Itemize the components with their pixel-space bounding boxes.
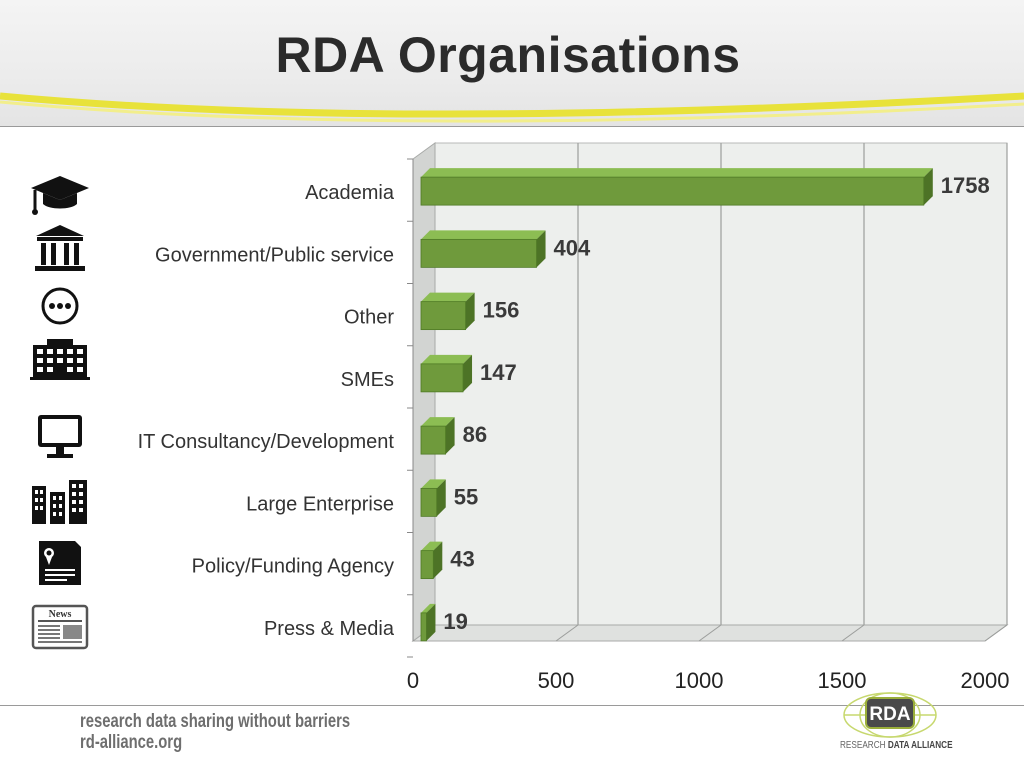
bar-side-face	[536, 230, 546, 268]
bar-top-face	[421, 292, 475, 302]
x-tick-label: 2000	[961, 668, 1010, 693]
bar-top-face	[421, 354, 473, 364]
y-tick-label: Large Enterprise	[246, 493, 394, 515]
office-building-icon	[27, 333, 93, 385]
bar	[420, 176, 925, 206]
bar-side-face	[463, 354, 473, 392]
bar	[420, 425, 446, 455]
bar-top-face	[421, 603, 436, 613]
bar-side-face	[923, 168, 933, 206]
y-tick-label: Policy/Funding Agency	[192, 556, 394, 578]
page-title: RDA Organisations	[275, 27, 741, 83]
bar	[420, 238, 537, 268]
footer-url[interactable]: rd-alliance.org	[80, 732, 183, 753]
header-band	[0, 0, 1024, 126]
x-tick-label: 1500	[818, 668, 867, 693]
y-tick-label: SMEs	[341, 369, 394, 391]
bar	[420, 612, 427, 642]
data-label: 1758	[941, 173, 990, 198]
logo-subtitle: RESEARCH DATA ALLIANCE	[840, 740, 953, 751]
y-tick-label: Press & Media	[264, 618, 395, 640]
logo-text: RDA	[869, 704, 910, 725]
floor-gridline	[698, 624, 722, 642]
bar-side-face	[436, 479, 446, 517]
certificate-document-icon	[27, 537, 93, 589]
data-label: 147	[480, 360, 517, 385]
bar-side-face	[445, 417, 455, 455]
svg-text:News: News	[49, 609, 72, 620]
bar-top-face	[421, 230, 546, 240]
bar	[420, 550, 434, 580]
bar-side-face	[465, 292, 475, 330]
graduation-cap-icon	[27, 170, 93, 222]
more-options-icon	[27, 280, 93, 332]
y-tick-label: Academia	[305, 182, 395, 204]
bar-side-face	[426, 603, 436, 641]
bar-top-face	[421, 541, 443, 551]
data-label: 43	[450, 547, 474, 572]
bar	[420, 363, 464, 393]
newspaper-icon: News	[27, 600, 93, 652]
y-tick-label: IT Consultancy/Development	[138, 431, 395, 453]
bar-top-face	[421, 168, 933, 178]
footer-tagline: research data sharing without barriers	[80, 711, 351, 732]
data-label: 404	[554, 235, 591, 260]
bar-chart: Academia 1758 Government/Public service 404…	[138, 142, 1010, 693]
x-tick-label: 0	[407, 668, 419, 693]
content-top-divider	[0, 126, 1024, 127]
data-label: 156	[483, 298, 520, 323]
bar-side-face	[433, 541, 443, 579]
floor-gridline	[555, 624, 579, 642]
y-tick-label: Other	[344, 307, 394, 329]
city-buildings-icon	[27, 476, 93, 528]
rda-logo: RDA	[838, 689, 942, 755]
yellow-swoosh-decoration	[0, 92, 1024, 123]
content-bottom-divider	[0, 705, 1024, 706]
floor-gridline	[841, 624, 865, 642]
floor-gridline	[984, 624, 1008, 642]
x-tick-label: 500	[538, 668, 575, 693]
government-building-icon	[27, 223, 93, 275]
bar	[420, 487, 438, 517]
bar	[420, 301, 467, 331]
data-label: 55	[454, 484, 478, 509]
bar-top-face	[421, 479, 446, 489]
data-label: 19	[443, 609, 467, 634]
computer-monitor-icon	[27, 411, 93, 463]
x-tick-label: 1000	[675, 668, 724, 693]
bar-top-face	[421, 417, 455, 427]
data-label: 86	[463, 422, 487, 447]
y-tick-label: Government/Public service	[155, 244, 394, 266]
